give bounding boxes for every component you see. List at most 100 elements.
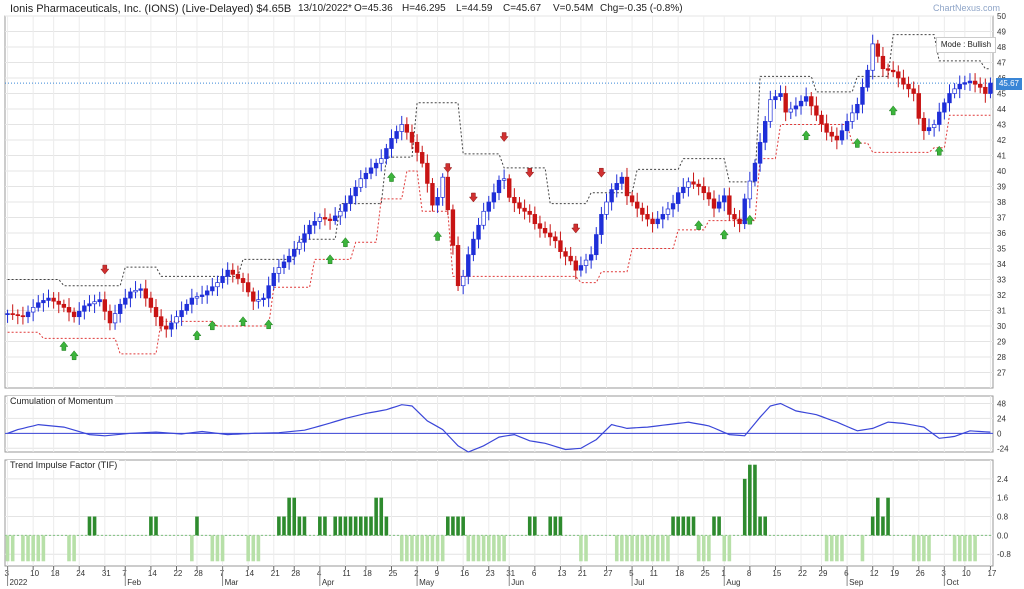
candle-body <box>399 124 404 132</box>
quote-low: L=44.59 <box>456 3 493 14</box>
tif-bar <box>712 516 716 536</box>
candle-body <box>978 83 983 88</box>
tif-bar <box>497 535 501 562</box>
candle-body <box>768 99 773 122</box>
candle-body <box>665 208 671 215</box>
x-month-label: Apr <box>322 578 335 587</box>
x-tick-label: 21 <box>578 569 587 578</box>
candle-body <box>988 82 993 94</box>
x-tick-label: 27 <box>604 569 613 578</box>
x-tick-label: 11 <box>342 569 351 578</box>
tif-bar <box>860 535 865 562</box>
candle-body <box>107 310 113 324</box>
y-tick-label: 49 <box>997 28 1006 37</box>
candle-body <box>983 86 988 94</box>
tif-bar <box>763 516 767 536</box>
tif-bar <box>963 535 967 562</box>
x-tick-label: 31 <box>506 569 515 578</box>
sell-arrow-icon <box>571 223 581 234</box>
tif-bar <box>707 535 711 562</box>
candle-body <box>906 83 911 90</box>
candle-body <box>266 285 271 299</box>
x-tick-label: 13 <box>557 569 566 578</box>
candle-body <box>205 290 210 296</box>
candle-body <box>645 214 650 220</box>
candle-body <box>783 93 788 113</box>
tif-bar <box>343 516 348 536</box>
candle-body <box>445 176 451 211</box>
y-tick-label: 50 <box>997 12 1006 21</box>
tif-bar <box>640 535 645 562</box>
tif-bar <box>635 535 640 562</box>
candle-body <box>967 80 973 83</box>
tif-bar <box>748 464 752 536</box>
candle-body <box>752 162 758 182</box>
tif-bar <box>435 535 440 562</box>
candle-body <box>952 88 957 94</box>
y-tick-label: 48 <box>997 43 1006 52</box>
stop-upper-line <box>7 34 991 287</box>
candle-body <box>855 103 860 114</box>
tif-bar <box>456 516 460 536</box>
candle-body <box>496 179 502 194</box>
candle-body <box>614 183 619 190</box>
tif-bar <box>686 516 691 536</box>
quote-date: 13/10/2022* <box>298 3 352 14</box>
candle-body <box>82 305 87 312</box>
tif-bar <box>645 535 650 562</box>
tif-bar <box>911 535 916 562</box>
candle-body <box>568 255 573 262</box>
candle-body <box>164 325 169 330</box>
tif-bar <box>364 516 368 536</box>
candle-body <box>158 316 164 327</box>
tif-bar <box>922 535 926 562</box>
candle-body <box>240 278 246 283</box>
candle-body <box>681 186 686 194</box>
sell-arrow-icon <box>443 163 453 173</box>
x-tick-label: 10 <box>962 569 971 578</box>
y-tick-label: 45 <box>997 90 1006 99</box>
tif-bar <box>471 535 476 562</box>
candle-body <box>650 218 655 225</box>
x-month-label: Feb <box>127 578 141 587</box>
tif-bar <box>666 535 670 562</box>
candle-body <box>404 124 410 133</box>
tif-bar <box>210 535 215 562</box>
tif-bar <box>558 516 563 536</box>
tif-bar <box>256 535 261 562</box>
candle-body <box>901 77 906 85</box>
candle-body <box>962 82 968 85</box>
candle-body <box>235 273 241 279</box>
candle-body <box>450 209 456 246</box>
candle-body <box>788 108 793 113</box>
candle-body <box>30 307 36 313</box>
buy-arrow-icon <box>745 214 755 225</box>
tif-bar <box>195 516 199 536</box>
tif-bar <box>318 516 322 536</box>
tif-bar <box>630 535 634 562</box>
candle-body <box>732 214 737 220</box>
tif-bar <box>292 497 297 536</box>
tif-bar <box>553 516 558 536</box>
candle-body <box>435 197 440 206</box>
candle-body <box>379 158 384 164</box>
candle-body <box>706 192 712 200</box>
tif-bar <box>492 535 496 562</box>
tif-bar <box>691 516 696 536</box>
brand-logo[interactable]: ChartNexus.com <box>933 3 1001 13</box>
candle-body <box>512 197 517 204</box>
y-tick-label: 27 <box>997 369 1006 378</box>
tif-bar <box>722 535 727 562</box>
tif-bar <box>829 535 834 562</box>
x-month-label: Aug <box>726 578 740 587</box>
candle-body <box>722 195 727 203</box>
candle-body <box>153 307 159 318</box>
tif-bar <box>353 516 358 536</box>
tif-bar <box>399 535 404 562</box>
candle-body <box>737 218 742 225</box>
buy-arrow-icon <box>801 130 811 140</box>
tif-bar <box>486 535 491 562</box>
candle-body <box>425 162 430 184</box>
y-tick-label: 48 <box>997 399 1006 408</box>
y-tick-label: 33 <box>997 276 1006 285</box>
